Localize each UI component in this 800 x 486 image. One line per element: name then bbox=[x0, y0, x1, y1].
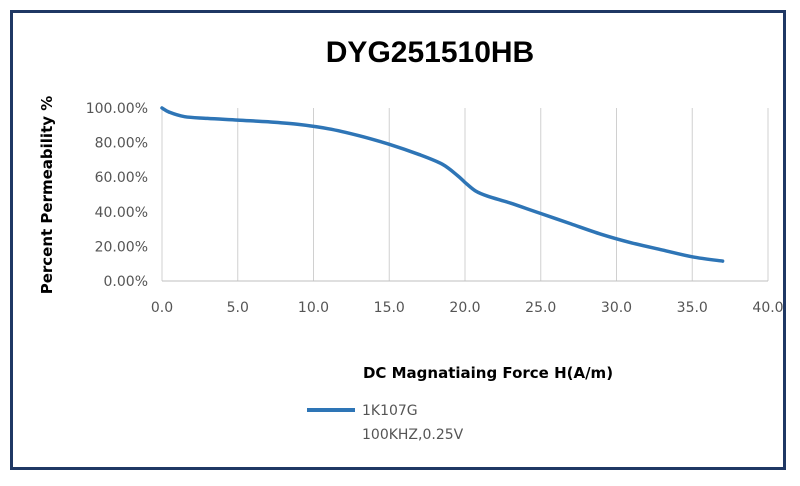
x-tick-label: 20.0 bbox=[449, 300, 480, 316]
x-tick-label: 0.0 bbox=[151, 300, 173, 316]
x-tick-label: 5.0 bbox=[227, 300, 249, 316]
y-axis-title: Percent Permeability % bbox=[38, 96, 56, 295]
chart-title: DYG251510HB bbox=[326, 36, 534, 69]
x-tick-label: 30.0 bbox=[601, 300, 632, 316]
legend-label: 1K107G bbox=[362, 403, 418, 419]
x-tick-labels: 0.0 5.0 10.0 15.0 20.0 25.0 30.0 35.0 40.0 bbox=[151, 300, 784, 316]
y-tick-label: 40.00% bbox=[95, 205, 148, 221]
y-tick-label: 80.00% bbox=[95, 136, 148, 152]
y-tick-labels: 0.00% 20.00% 40.00% 60.00% 80.00% 100.00% bbox=[86, 101, 148, 290]
x-axis-title: DC Magnatiaing Force H(A/m) bbox=[363, 364, 613, 382]
grid bbox=[161, 108, 769, 282]
y-tick-label: 20.00% bbox=[95, 239, 148, 255]
y-tick-label: 0.00% bbox=[104, 274, 148, 290]
chart-frame bbox=[10, 10, 786, 470]
series-line-1k107g bbox=[160, 106, 725, 263]
x-tick-label: 25.0 bbox=[525, 300, 556, 316]
x-tick-label: 35.0 bbox=[677, 300, 708, 316]
series-group bbox=[160, 106, 725, 263]
x-tick-label: 15.0 bbox=[374, 300, 405, 316]
y-tick-label: 100.00% bbox=[86, 101, 148, 117]
y-tick-label: 60.00% bbox=[95, 170, 148, 186]
x-tick-label: 10.0 bbox=[298, 300, 329, 316]
x-tick-label: 40.0 bbox=[752, 300, 783, 316]
legend-note: 100KHZ,0.25V bbox=[362, 427, 464, 443]
